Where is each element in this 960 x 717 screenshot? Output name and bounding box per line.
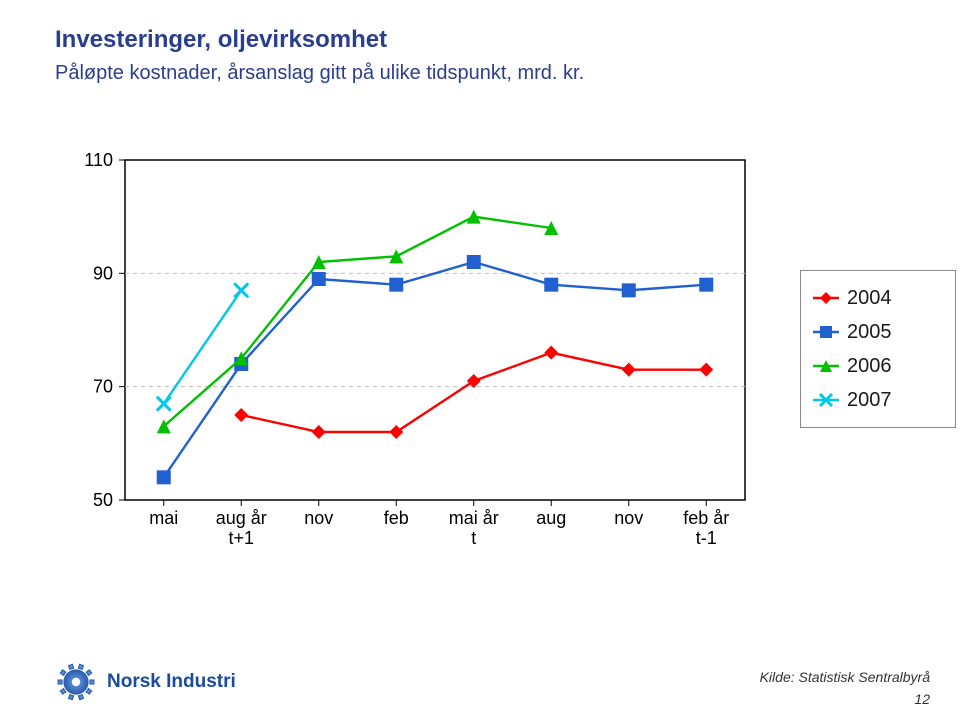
svg-text:feb: feb <box>384 508 409 528</box>
chart-subtitle: Påløpte kostnader, årsanslag gitt på uli… <box>55 62 584 85</box>
svg-text:t-1: t-1 <box>696 528 717 548</box>
svg-text:mai: mai <box>149 508 178 528</box>
svg-text:110: 110 <box>84 150 113 170</box>
legend-item: 2007 <box>813 383 943 417</box>
svg-text:t: t <box>471 528 476 548</box>
brand-logo: Norsk Industri <box>55 661 236 703</box>
svg-text:nov: nov <box>614 508 643 528</box>
svg-text:70: 70 <box>93 377 113 397</box>
legend-item: 2004 <box>813 281 943 315</box>
svg-text:90: 90 <box>93 263 113 283</box>
svg-text:feb år: feb år <box>683 508 729 528</box>
line-chart: 50 70 90 110 mai aug årt+1 nov feb mai årt aug nov… <box>55 150 775 570</box>
legend-label: 2004 <box>847 281 892 315</box>
legend-label: 2006 <box>847 349 892 383</box>
svg-text:t+1: t+1 <box>228 528 254 548</box>
page-number: 12 <box>914 691 930 707</box>
legend-label: 2007 <box>847 383 892 417</box>
svg-text:50: 50 <box>93 490 113 510</box>
svg-text:mai år: mai år <box>449 508 499 528</box>
legend-item: 2005 <box>813 315 943 349</box>
gear-icon <box>55 661 97 703</box>
legend-item: 2006 <box>813 349 943 383</box>
svg-text:nov: nov <box>304 508 333 528</box>
brand-name: Norsk Industri <box>107 671 236 693</box>
chart-title: Investeringer, oljevirksomhet <box>55 26 387 54</box>
svg-text:aug år: aug år <box>216 508 267 528</box>
svg-text:aug: aug <box>536 508 566 528</box>
chart-legend: 2004200520062007 <box>800 270 956 428</box>
legend-label: 2005 <box>847 315 892 349</box>
source-text: Kilde: Statistisk Sentralbyrå <box>760 669 930 685</box>
